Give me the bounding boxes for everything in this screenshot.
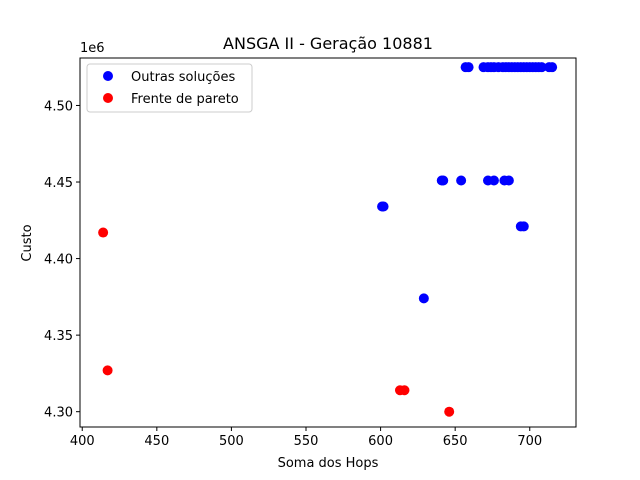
x-tick-label-5: 650 bbox=[443, 434, 468, 449]
y-axis-offset-label: 1e6 bbox=[80, 41, 105, 56]
legend-label-pareto: Frente de pareto bbox=[131, 92, 239, 107]
plot-area: 400 450 500 550 600 650 700 4.30 4.35 4.40 4.45 4.5… bbox=[44, 57, 577, 449]
point-outras-solucoes-22 bbox=[547, 62, 558, 73]
x-tick-label-2: 500 bbox=[219, 434, 244, 449]
point-outras-solucoes-1 bbox=[463, 62, 474, 73]
plot-frame bbox=[79, 57, 577, 428]
legend: Outras soluções Frente de pareto bbox=[86, 63, 253, 113]
legend-marker-pareto bbox=[103, 93, 113, 103]
y-tick-label-4: 4.50 bbox=[44, 99, 73, 114]
y-axis-label: Custo bbox=[20, 224, 35, 261]
y-tick-label-0: 4.30 bbox=[44, 406, 73, 421]
x-tick-label-3: 550 bbox=[294, 434, 319, 449]
y-tick-label-3: 4.45 bbox=[44, 176, 73, 191]
y-tick-label-2: 4.40 bbox=[44, 253, 73, 268]
legend-label-outras: Outras soluções bbox=[131, 70, 235, 85]
point-frente-de-pareto-3 bbox=[399, 385, 410, 396]
point-frente-de-pareto-0 bbox=[98, 227, 109, 238]
legend-box bbox=[86, 63, 253, 113]
legend-marker-outras bbox=[103, 71, 113, 81]
point-outras-solucoes-34 bbox=[418, 293, 429, 304]
x-axis-label: Soma dos Hops bbox=[278, 456, 379, 471]
point-outras-solucoes-27 bbox=[488, 175, 499, 186]
point-outras-solucoes-25 bbox=[456, 175, 467, 186]
chart-title: ANSGA II - Geração 10881 bbox=[223, 34, 433, 53]
point-frente-de-pareto-4 bbox=[444, 406, 455, 417]
point-outras-solucoes-24 bbox=[438, 175, 449, 186]
x-tick-label-6: 700 bbox=[517, 434, 542, 449]
point-outras-solucoes-31 bbox=[378, 201, 389, 212]
x-tick-label-0: 400 bbox=[70, 434, 95, 449]
point-outras-solucoes-33 bbox=[518, 221, 529, 232]
point-outras-solucoes-29 bbox=[503, 175, 514, 186]
x-tick-label-4: 600 bbox=[368, 434, 393, 449]
point-frente-de-pareto-1 bbox=[102, 365, 113, 376]
x-tick-label-1: 450 bbox=[144, 434, 169, 449]
y-tick-label-1: 4.35 bbox=[44, 329, 73, 344]
point-outras-solucoes-20 bbox=[536, 62, 547, 73]
